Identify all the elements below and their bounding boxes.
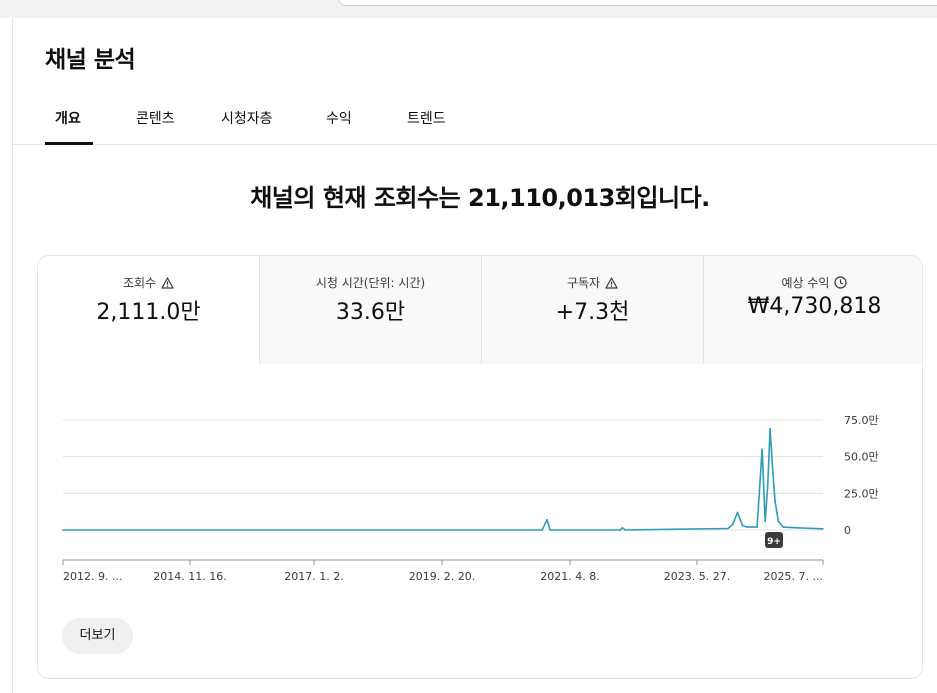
page-title: 채널 분석 <box>45 47 136 73</box>
metric-estimated-revenue[interactable]: 예상 수익 ₩4,730,818 <box>704 256 922 364</box>
data-point <box>546 518 548 521</box>
data-point <box>771 467 774 470</box>
data-point <box>62 529 64 531</box>
metric-views-label: 조회수 <box>122 276 157 290</box>
tab-revenue[interactable]: 수익 <box>326 111 352 127</box>
metric-divider <box>703 256 704 364</box>
metric-revenue-value: ₩4,730,818 <box>747 294 882 319</box>
analytics-tabs: 개요 콘텐츠 시청자층 수익 트렌드 <box>13 96 937 145</box>
tab-overview[interactable]: 개요 <box>55 111 81 127</box>
x-tick-label: 2025. 7. ... <box>764 570 823 583</box>
left-rail-divider <box>12 18 13 693</box>
data-point <box>736 511 739 514</box>
data-point <box>619 529 621 531</box>
x-tick-label: 2023. 5. 27. <box>664 570 730 583</box>
metric-revenue-label: 예상 수익 <box>781 276 830 290</box>
data-point <box>732 523 734 525</box>
views-series-line <box>63 428 824 531</box>
metric-subscribers-value: +7.3천 <box>555 300 630 325</box>
data-point <box>746 526 749 528</box>
metric-divider <box>481 256 482 364</box>
warning-icon <box>161 277 174 289</box>
x-tick-label: 2012. 9. ... <box>63 570 122 583</box>
views-headline: 채널의 현재 조회수는 21,110,013회입니다. <box>250 184 710 212</box>
badge-marker-label: 9+ <box>767 537 781 547</box>
tab-trends[interactable]: 트렌드 <box>407 111 446 127</box>
active-tab-indicator <box>45 142 93 145</box>
data-point <box>774 499 776 502</box>
x-tick-label: 2014. 11. 16. <box>153 570 226 583</box>
clock-icon <box>834 276 848 289</box>
data-point <box>764 520 766 522</box>
data-point <box>795 527 797 529</box>
y-tick-label: 0 <box>844 524 851 537</box>
metric-cards: 조회수 2,111.0만 시청 시간(단위: 시간) 33.6만 구독자 +7.… <box>38 256 922 364</box>
data-point <box>822 528 824 530</box>
data-point <box>727 527 729 530</box>
data-point <box>541 529 543 531</box>
data-point <box>782 526 784 528</box>
tab-content[interactable]: 콘텐츠 <box>136 111 175 127</box>
metric-divider <box>259 256 260 364</box>
metric-subscribers-label: 구독자 <box>566 276 601 290</box>
overview-card: 조회수 2,111.0만 시청 시간(단위: 시간) 33.6만 구독자 +7.… <box>37 255 923 679</box>
data-point <box>769 428 771 430</box>
metric-watch-time[interactable]: 시청 시간(단위: 시간) 33.6만 <box>260 256 481 364</box>
warning-icon <box>605 277 618 289</box>
y-tick-label: 75.0만 <box>844 414 879 427</box>
y-tick-label: 25.0만 <box>844 487 879 500</box>
metric-views-value: 2,111.0만 <box>96 300 201 325</box>
top-bar <box>0 0 937 18</box>
badge-marker <box>765 532 783 548</box>
metric-views[interactable]: 조회수 2,111.0만 <box>38 256 259 364</box>
data-point <box>741 524 744 527</box>
y-tick-label: 50.0만 <box>844 451 879 464</box>
data-point <box>766 485 769 487</box>
x-tick-label: 2017. 1. 2. <box>284 570 343 583</box>
data-point <box>549 529 551 531</box>
search-box-edge[interactable] <box>338 0 937 6</box>
data-point <box>814 527 817 530</box>
metric-watch-time-value: 33.6만 <box>335 300 406 325</box>
views-line-chart[interactable]: 75.0만 50.0만 25.0만 0 2012. 9. ... 2014. 11. 16… <box>38 364 923 594</box>
data-point <box>624 529 626 531</box>
data-point <box>777 520 780 522</box>
metric-watch-time-label: 시청 시간(단위: 시간) <box>315 276 426 290</box>
metric-subscribers[interactable]: 구독자 +7.3천 <box>482 256 703 364</box>
data-point <box>621 527 624 529</box>
data-point <box>756 526 758 528</box>
more-button[interactable]: 더보기 <box>62 618 133 654</box>
tab-audience[interactable]: 시청자층 <box>221 111 273 127</box>
data-point <box>761 448 763 451</box>
x-tick-label: 2021. 4. 8. <box>540 570 599 583</box>
x-tick-label: 2019. 2. 20. <box>409 570 475 583</box>
